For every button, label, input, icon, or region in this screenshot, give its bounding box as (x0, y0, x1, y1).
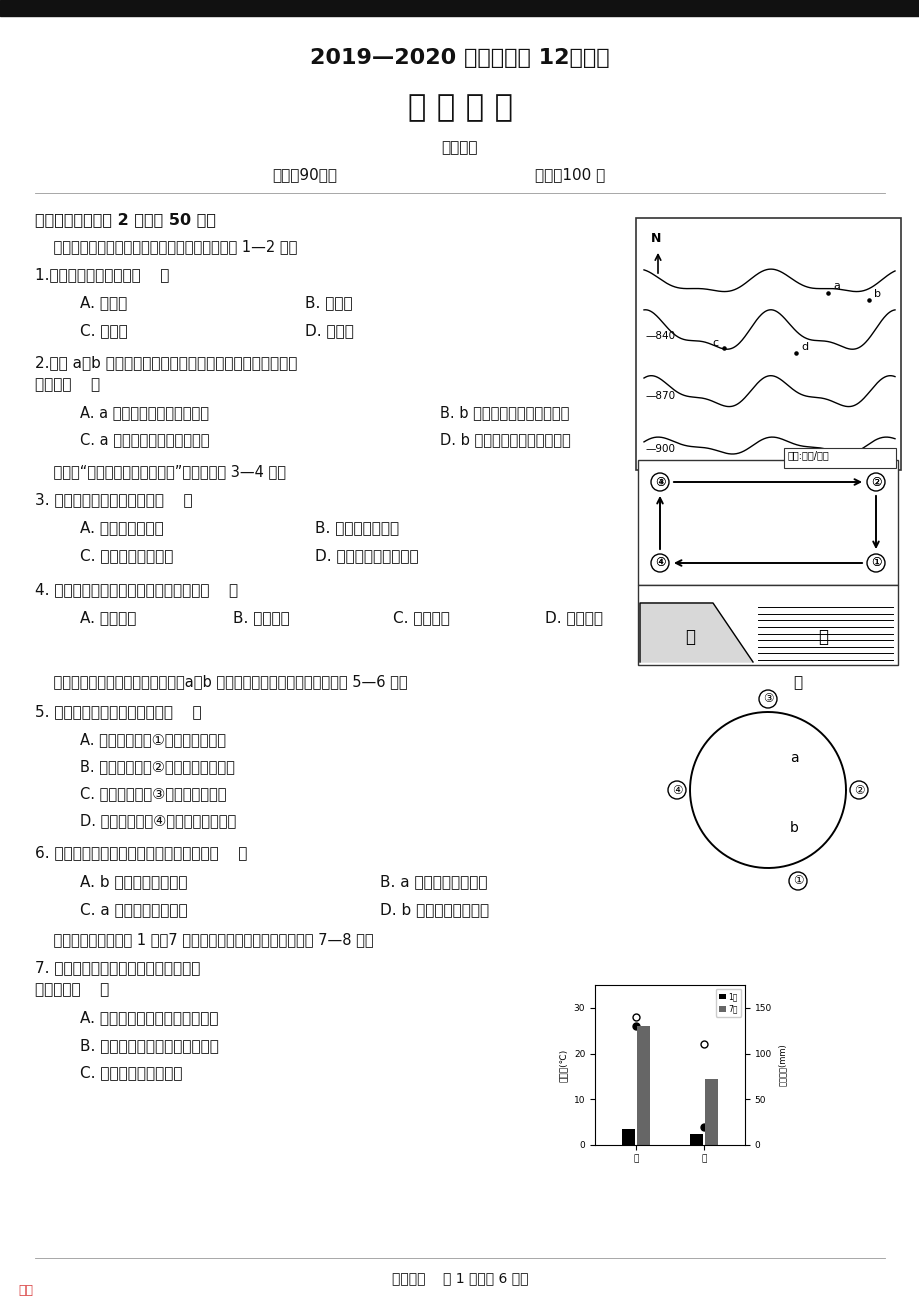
Text: ②: ② (869, 475, 880, 488)
Text: C. 南半球: C. 南半球 (80, 323, 128, 339)
Bar (621, 1129, 634, 1144)
Text: a: a (832, 281, 839, 292)
Text: 2019—2020 学年度高一 12月月考: 2019—2020 学年度高一 12月月考 (310, 48, 609, 68)
Circle shape (651, 553, 668, 572)
Text: ②: ② (853, 784, 863, 797)
Bar (783, 448, 895, 467)
Text: 下图某大洋局部海域洋流模式图，a、b 表示风带的盛行风向。读图，完成 5—6 题。: 下图某大洋局部海域洋流模式图，a、b 表示风带的盛行风向。读图，完成 5—6 题… (35, 674, 407, 690)
Text: B. 位于南半球，②附近形成著名渔场: B. 位于南半球，②附近形成著名渔场 (80, 759, 234, 775)
Text: 正确的是（    ）: 正确的是（ ） (35, 983, 109, 997)
Text: 下图为甲、乙两城市 1 月、7 月均温与降水量示意图，读图完成 7—8 题。: 下图为甲、乙两城市 1 月、7 月均温与降水量示意图，读图完成 7—8 题。 (35, 932, 373, 948)
Text: 总分：100 分: 总分：100 分 (534, 168, 605, 182)
Text: N: N (650, 232, 661, 245)
Text: C. 东南季风: C. 东南季风 (392, 611, 449, 625)
Bar (689, 1134, 702, 1144)
Text: B. b 点地势低，自转线速度大: B. b 点地势低，自转线速度大 (439, 405, 569, 421)
Text: ①: ① (869, 556, 880, 569)
Text: ④: ④ (654, 475, 664, 488)
Text: A. 近地面温度差异: A. 近地面温度差异 (80, 521, 164, 535)
Text: ①: ① (869, 556, 880, 569)
Bar (637, 460, 897, 585)
Text: ③: ③ (654, 475, 664, 488)
Text: —900: —900 (645, 444, 675, 454)
Polygon shape (640, 603, 752, 661)
Legend: 1月, 7月: 1月, 7月 (715, 988, 741, 1017)
Circle shape (758, 690, 777, 708)
Text: A. 东半球: A. 东半球 (80, 296, 127, 310)
Text: c: c (711, 339, 718, 348)
Text: D. 同一水平面气压差异: D. 同一水平面气压差异 (314, 548, 418, 564)
Text: b: b (789, 822, 798, 835)
Text: ④: ④ (654, 556, 664, 569)
Text: 3. 该环流形成的根本原因是（    ）: 3. 该环流形成的根本原因是（ ） (35, 492, 192, 508)
Text: D. 北半球: D. 北半球 (305, 323, 354, 339)
Text: C. 甲、乙均位于北半球: C. 甲、乙均位于北半球 (80, 1065, 182, 1081)
Text: 一、选择题（每题 2 分，共 50 分）: 一、选择题（每题 2 分，共 50 分） (35, 212, 216, 228)
Text: B. 西半球: B. 西半球 (305, 296, 352, 310)
Text: 地 理 试 题: 地 理 试 题 (407, 94, 512, 122)
Circle shape (849, 781, 867, 799)
Text: 5. 如果该海域属于太平洋，则（    ）: 5. 如果该海域属于太平洋，则（ ） (35, 704, 201, 720)
Text: 时间：90分钟: 时间：90分钟 (272, 168, 337, 182)
Text: D. 西南季风: D. 西南季风 (544, 611, 602, 625)
Bar (635, 217, 900, 470)
Bar (637, 585, 897, 665)
Text: D. b 控制下，温和多雨: D. b 控制下，温和多雨 (380, 902, 489, 918)
Text: 6. 图中风带对气候的影响，叙述正确的是（    ）: 6. 图中风带对气候的影响，叙述正确的是（ ） (35, 845, 247, 861)
Text: b: b (873, 289, 880, 299)
Text: C. a 控制下，高温多雨: C. a 控制下，高温多雨 (80, 902, 187, 918)
Text: ③: ③ (762, 693, 772, 706)
Y-axis label: 月均温(℃): 月均温(℃) (559, 1048, 568, 1082)
Text: 7. 下列关于甲、乙两城市位置的说法，: 7. 下列关于甲、乙两城市位置的说法， (35, 961, 200, 975)
Text: A. a 点地势低，自转线速度大: A. a 点地势低，自转线速度大 (80, 405, 209, 421)
Text: D. b 点地势高，自转线速度大: D. b 点地势高，自转线速度大 (439, 432, 570, 448)
Text: 单位:千米/小时: 单位:千米/小时 (788, 450, 829, 460)
Text: —840: —840 (645, 331, 675, 341)
Text: C. a 点地势高，自转线速度大: C. a 点地势高，自转线速度大 (80, 432, 210, 448)
Circle shape (866, 553, 884, 572)
Text: d: d (800, 342, 807, 352)
Text: C. 垂直方向气压差异: C. 垂直方向气压差异 (80, 548, 173, 564)
Text: 陆: 陆 (685, 628, 694, 646)
Bar (705, 1079, 717, 1144)
Text: a: a (789, 751, 798, 766)
Text: ②: ② (869, 475, 880, 488)
Text: A. b 控制下，高温少雨: A. b 控制下，高温少雨 (80, 875, 187, 889)
Text: 地理试卷    第 1 页（共 6 页）: 地理试卷 第 1 页（共 6 页） (391, 1271, 528, 1285)
Text: 海: 海 (817, 628, 827, 646)
Y-axis label: 月均降水(mm): 月均降水(mm) (777, 1044, 786, 1086)
Text: 右图是地球表面自转线速度等値线分布图，回答 1—2 题。: 右图是地球表面自转线速度等値线分布图，回答 1—2 题。 (35, 240, 297, 254)
Text: A. 位于南半球，①使沿岸增温增湿: A. 位于南半球，①使沿岸增温增湿 (80, 733, 226, 747)
Text: 原因是（    ）: 原因是（ ） (35, 378, 100, 392)
Text: A. 甲位于南半球，乙位于北半球: A. 甲位于南半球，乙位于北半球 (80, 1010, 219, 1026)
Text: 佳品: 佳品 (18, 1285, 33, 1298)
Bar (637, 1026, 649, 1144)
Text: D. 位于北半球，④附近形成著名渔场: D. 位于北半球，④附近形成著名渔场 (80, 814, 236, 828)
Text: B. 东北信风: B. 东北信风 (233, 611, 289, 625)
Circle shape (667, 781, 686, 799)
Bar (0, 0, 919, 16)
Text: 甲: 甲 (792, 676, 801, 690)
Text: —870: —870 (645, 391, 675, 401)
Text: ④: ④ (671, 784, 682, 797)
Text: B. 甲位于北半球，乙位于南半球: B. 甲位于北半球，乙位于南半球 (80, 1039, 219, 1053)
Text: ①: ① (792, 875, 802, 888)
Text: 1.图示区域大部分位于（    ）: 1.图示区域大部分位于（ ） (35, 267, 169, 283)
Text: B. 近地面风向差异: B. 近地面风向差异 (314, 521, 399, 535)
Text: 命题人：: 命题人： (441, 141, 478, 155)
Circle shape (789, 872, 806, 891)
Circle shape (866, 473, 884, 491)
Text: B. a 控制下，温和少雨: B. a 控制下，温和少雨 (380, 875, 487, 889)
Text: A. 盛行西风: A. 盛行西风 (80, 611, 136, 625)
Text: 右图为“某地区热力环流示意图”，读图完成 3—4 题。: 右图为“某地区热力环流示意图”，读图完成 3—4 题。 (35, 465, 286, 479)
Circle shape (651, 473, 668, 491)
Text: ④: ④ (654, 556, 664, 569)
Text: 2.图中 a、b 两点纬度相同，但地球自转的线速度明显不同，: 2.图中 a、b 两点纬度相同，但地球自转的线速度明显不同， (35, 355, 297, 371)
Text: C. 位于北半球，③使沿岸降温减湿: C. 位于北半球，③使沿岸降温减湿 (80, 786, 226, 802)
Text: 4. 下列风向的成因与图中原理类似的有（    ）: 4. 下列风向的成因与图中原理类似的有（ ） (35, 582, 238, 598)
